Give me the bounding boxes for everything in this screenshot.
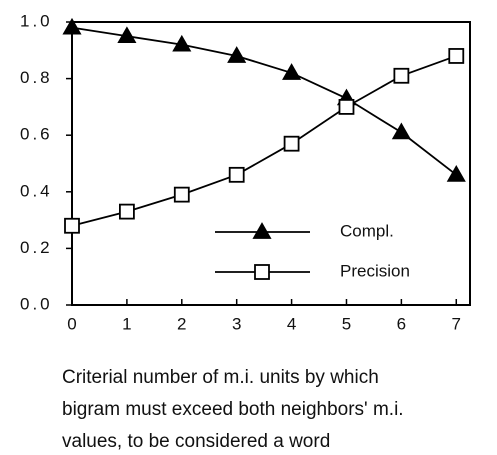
- marker: [338, 99, 355, 115]
- legend-label: Precision: [340, 261, 410, 280]
- marker: [448, 48, 465, 64]
- x-tick-label: 5: [342, 314, 351, 333]
- y-tick-label: 0.6: [20, 125, 53, 144]
- marker: [283, 135, 300, 152]
- plot-frame: [71, 21, 471, 306]
- marker: [173, 186, 190, 203]
- x-axis-label-line: Criterial number of m.i. units by which: [62, 367, 379, 388]
- marker: [254, 264, 270, 280]
- marker: [172, 34, 192, 52]
- y-tick-label: 0.2: [20, 238, 53, 257]
- marker: [117, 26, 137, 44]
- x-axis-label-line: values, to be considered a word: [62, 431, 330, 452]
- series-line: [71, 26, 457, 176]
- x-axis-label-line: bigram must exceed both neighbors' m.i.: [62, 399, 404, 420]
- legend-label: Compl.: [340, 221, 394, 240]
- marker: [252, 222, 272, 239]
- x-tick-label: 0: [67, 314, 76, 333]
- x-axis-label: Criterial number of m.i. units by which b…: [62, 367, 404, 452]
- x-tick-label: 3: [232, 314, 241, 333]
- x-tick-label: 6: [397, 314, 406, 333]
- marker: [64, 217, 80, 234]
- x-tick-label: 7: [452, 314, 461, 333]
- y-tick-label: 0.0: [20, 294, 53, 313]
- x-tick-label: 1: [122, 314, 131, 333]
- y-tick-label: 0.8: [20, 68, 53, 87]
- marker: [62, 17, 82, 35]
- marker: [393, 67, 410, 84]
- marker: [228, 166, 245, 183]
- marker: [282, 63, 302, 80]
- x-tick-label: 4: [287, 314, 296, 333]
- marker: [391, 122, 411, 140]
- x-tick-label: 2: [177, 314, 186, 333]
- marker: [446, 165, 466, 182]
- series-line: [71, 55, 457, 227]
- marker: [118, 203, 135, 220]
- y-tick-label: 0.4: [20, 181, 53, 200]
- y-tick-label: 1.0: [20, 11, 53, 30]
- marker: [227, 46, 247, 63]
